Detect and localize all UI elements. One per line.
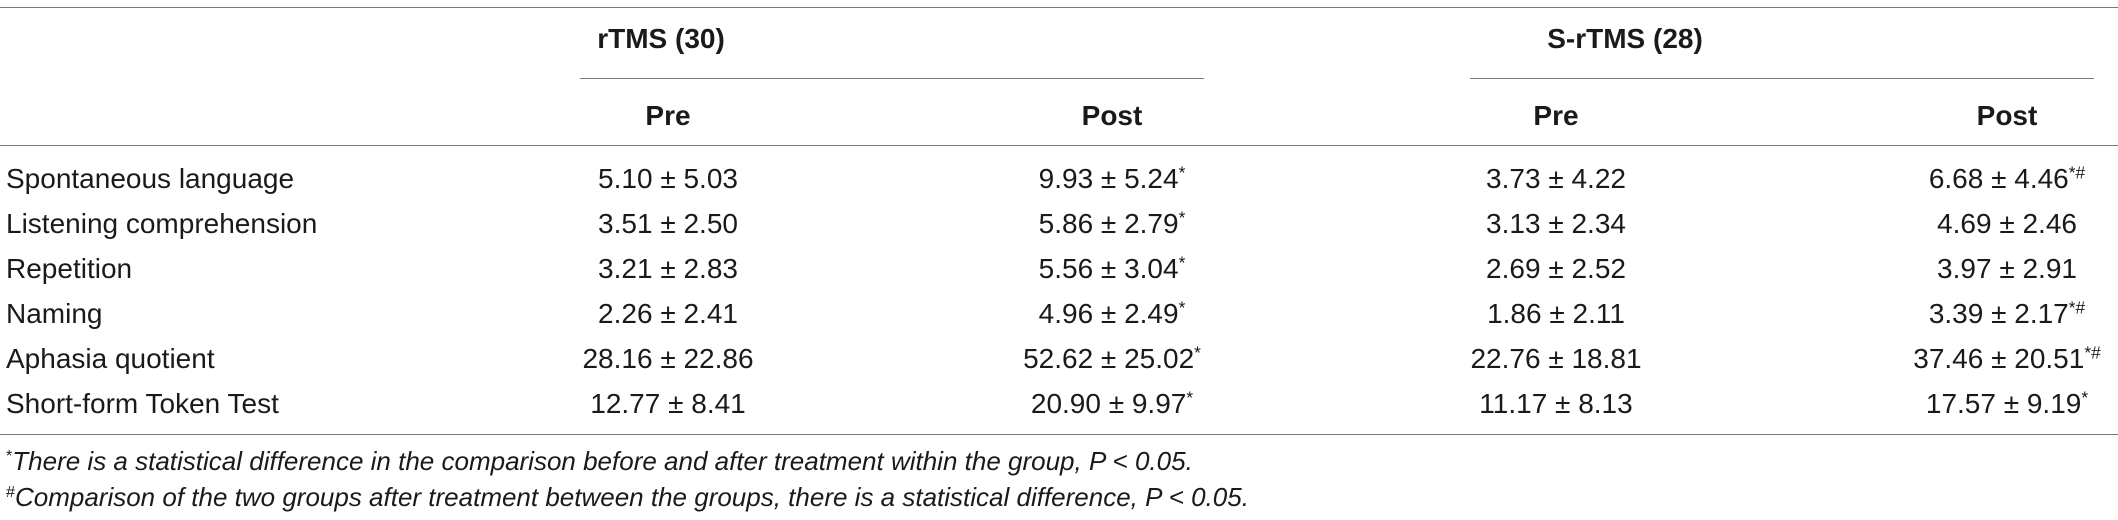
cell-value: 5.10 ± 5.03 [598, 163, 738, 194]
cell-value: 3.73 ± 4.22 [1486, 163, 1626, 194]
cell-value: 1.86 ± 2.11 [1487, 298, 1625, 329]
row-label: Spontaneous language [6, 163, 295, 194]
cell-value: 3.13 ± 2.34 [1486, 208, 1626, 239]
cell-value: 4.69 ± 2.46 [1937, 208, 2077, 239]
cell-s-rtms-pre: 22.76 ± 18.81 [1470, 342, 1641, 376]
cell-value: 6.68 ± 4.46 [1928, 163, 2069, 194]
cell-value: 2.69 ± 2.52 [1486, 253, 1626, 284]
cell-value: 3.21 ± 2.83 [598, 253, 738, 284]
cell-value: 28.16 ± 22.86 [582, 343, 754, 374]
header-bottom-rule [0, 145, 2118, 146]
cell-rtms-post: 9.93 ± 5.24* [1039, 162, 1186, 196]
cell-s-rtms-post: 17.57 ± 9.19* [1926, 387, 2088, 421]
cell-s-rtms-pre: 2.69 ± 2.52 [1486, 252, 1626, 286]
significance-mark: *# [2084, 342, 2101, 363]
subheader-s-rtms-pre: Pre [1533, 100, 1579, 131]
cell-value: 3.97 ± 2.91 [1937, 253, 2077, 284]
cell-rtms-pre: 3.51 ± 2.50 [598, 207, 738, 241]
cell-s-rtms-pre: 3.73 ± 4.22 [1486, 162, 1626, 196]
subheader-s-rtms-post: Post [1976, 100, 2038, 131]
cell-value: 11.17 ± 8.13 [1479, 388, 1633, 419]
cell-value: 4.96 ± 2.49 [1038, 298, 1179, 329]
row-label: Short-form Token Test [6, 388, 279, 419]
cell-value: 3.39 ± 2.17 [1928, 298, 2069, 329]
significance-mark: * [1194, 342, 1201, 363]
cell-s-rtms-post: 3.97 ± 2.91 [1937, 252, 2077, 286]
footnote-between-groups-text: Comparison of the two groups after treat… [14, 482, 1249, 512]
cell-rtms-post: 4.96 ± 2.49* [1039, 297, 1186, 331]
group-header-s-rtms: S-rTMS (28) [1547, 23, 1703, 54]
cell-s-rtms-post: 4.69 ± 2.46 [1937, 207, 2077, 241]
cell-rtms-post: 20.90 ± 9.97* [1031, 387, 1193, 421]
group-rule-rtms [580, 78, 1204, 79]
cell-value: 9.93 ± 5.24 [1038, 163, 1179, 194]
group-header-rtms: rTMS (30) [597, 23, 725, 54]
footnote-within-group-text: There is a statistical difference in the… [12, 446, 1193, 476]
cell-rtms-pre: 28.16 ± 22.86 [582, 342, 753, 376]
cell-s-rtms-pre: 11.17 ± 8.13 [1479, 387, 1632, 421]
group-rule-s-rtms [1470, 78, 2094, 79]
footnote-within-group: *There is a statistical difference in th… [6, 446, 1193, 477]
cell-value: 17.57 ± 9.19 [1925, 388, 2082, 419]
row-label: Listening comprehension [6, 208, 318, 239]
footnote-mark-hash: # [6, 483, 15, 502]
cell-s-rtms-post: 6.68 ± 4.46*# [1929, 162, 2085, 196]
significance-mark: * [1178, 207, 1186, 228]
cell-value: 52.62 ± 25.02 [1023, 343, 1195, 374]
cell-rtms-post: 5.56 ± 3.04* [1039, 252, 1186, 286]
significance-mark: * [1178, 252, 1186, 273]
significance-mark: * [1186, 387, 1194, 408]
row-label: Repetition [6, 253, 133, 284]
table-top-rule [0, 7, 2118, 8]
subheader-rtms-post: Post [1081, 100, 1143, 131]
row-label: Aphasia quotient [6, 343, 215, 374]
footnote-mark-asterisk: * [6, 447, 13, 466]
footnote-between-groups: #Comparison of the two groups after trea… [6, 482, 1249, 513]
cell-value: 3.51 ± 2.50 [598, 208, 738, 239]
cell-s-rtms-post: 3.39 ± 2.17*# [1929, 297, 2085, 331]
row-label: Naming [6, 298, 103, 329]
table-bottom-rule [0, 434, 2118, 435]
cell-value: 22.76 ± 18.81 [1470, 343, 1642, 374]
significance-mark: *# [2068, 297, 2086, 318]
cell-value: 5.86 ± 2.79 [1038, 208, 1179, 239]
cell-rtms-post: 52.62 ± 25.02* [1023, 342, 1201, 376]
cell-rtms-post: 5.86 ± 2.79* [1039, 207, 1186, 241]
cell-rtms-pre: 2.26 ± 2.41 [598, 297, 738, 331]
cell-s-rtms-pre: 1.86 ± 2.11 [1487, 297, 1625, 331]
cell-rtms-pre: 5.10 ± 5.03 [598, 162, 738, 196]
cell-value: 2.26 ± 2.41 [598, 298, 738, 329]
significance-mark: * [1178, 162, 1186, 183]
cell-value: 37.46 ± 20.51 [1913, 343, 2085, 374]
significance-mark: * [1178, 297, 1186, 318]
cell-s-rtms-pre: 3.13 ± 2.34 [1486, 207, 1626, 241]
cell-rtms-pre: 3.21 ± 2.83 [598, 252, 738, 286]
cell-value: 5.56 ± 3.04 [1038, 253, 1179, 284]
cell-s-rtms-post: 37.46 ± 20.51*# [1913, 342, 2100, 376]
cell-value: 20.90 ± 9.97 [1030, 388, 1187, 419]
cell-rtms-pre: 12.77 ± 8.41 [590, 387, 746, 421]
significance-mark: * [2081, 387, 2089, 408]
significance-mark: *# [2068, 162, 2086, 183]
cell-value: 12.77 ± 8.41 [590, 388, 746, 419]
subheader-rtms-pre: Pre [645, 100, 691, 131]
